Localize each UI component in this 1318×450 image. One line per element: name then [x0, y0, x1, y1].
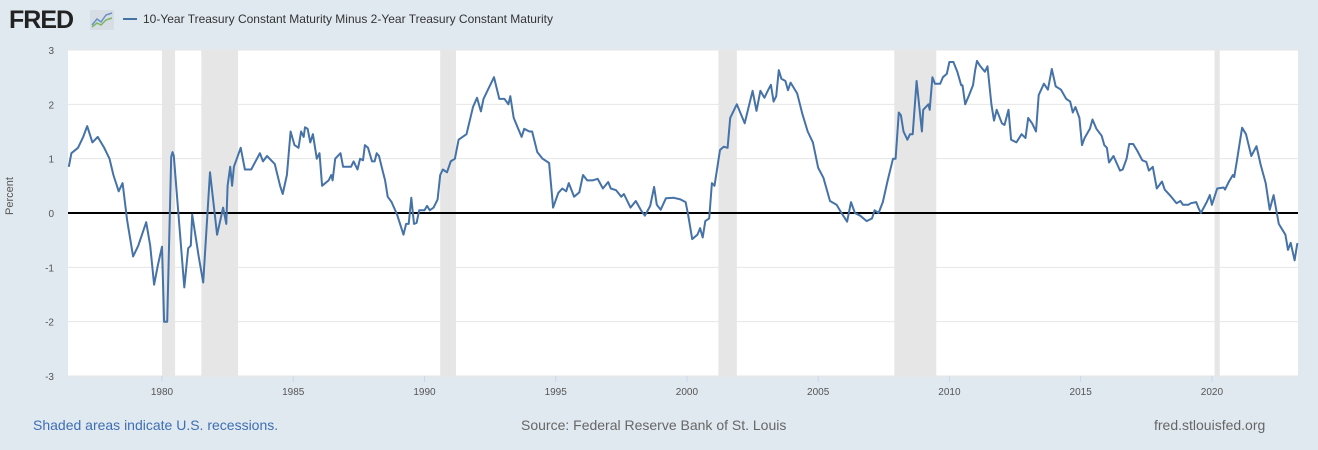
y-tick-label: -3	[45, 372, 54, 383]
chart-legend: 10-Year Treasury Constant Maturity Minus…	[123, 12, 553, 26]
x-tick-label: 2010	[938, 387, 961, 398]
legend-swatch	[123, 18, 137, 20]
fred-logo[interactable]: FRED	[9, 6, 74, 34]
y-axis-label: Percent	[4, 177, 16, 215]
x-tick-label: 2020	[1201, 387, 1224, 398]
source-text: Source: Federal Reserve Bank of St. Loui…	[521, 417, 787, 433]
x-tick-label: 1985	[282, 387, 305, 398]
x-tick-label: 2000	[676, 387, 699, 398]
site-link[interactable]: fred.stlouisfed.org	[1154, 417, 1266, 433]
line-chart-icon	[90, 10, 114, 30]
y-tick-label: 2	[48, 100, 54, 111]
y-tick-label: 1	[48, 155, 54, 166]
x-tick-label: 1995	[545, 387, 568, 398]
legend-label: 10-Year Treasury Constant Maturity Minus…	[143, 12, 553, 26]
x-tick-label: 2015	[1070, 387, 1093, 398]
x-tick-label: 2005	[807, 387, 830, 398]
x-tick-label: 1980	[151, 387, 174, 398]
y-tick-label: 0	[48, 209, 54, 220]
x-tick-label: 1990	[413, 387, 436, 398]
y-tick-label: -1	[45, 263, 54, 274]
recession-note-link[interactable]: Shaded areas indicate U.S. recessions.	[33, 417, 279, 433]
y-tick-label: 3	[48, 46, 54, 57]
y-tick-label: -2	[45, 318, 54, 329]
series-line	[67, 59, 1299, 323]
